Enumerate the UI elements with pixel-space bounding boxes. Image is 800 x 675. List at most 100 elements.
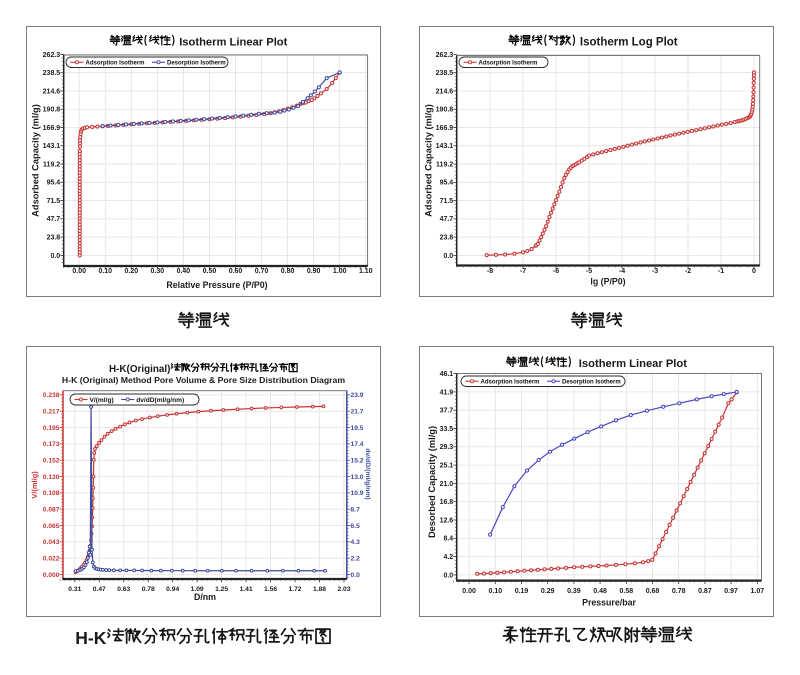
svg-text:0.022: 0.022 xyxy=(43,555,60,562)
svg-text:-5: -5 xyxy=(586,268,592,275)
svg-text:47.7: 47.7 xyxy=(440,216,454,223)
svg-text:dv/dD/(ml/g/nm): dv/dD/(ml/g/nm) xyxy=(364,448,371,499)
svg-text:0.90: 0.90 xyxy=(307,268,321,275)
svg-text:8.4: 8.4 xyxy=(443,536,453,543)
svg-text:214.6: 214.6 xyxy=(43,88,61,95)
svg-text:2.03: 2.03 xyxy=(337,586,350,593)
svg-text:-6: -6 xyxy=(553,268,559,275)
svg-text:4.2: 4.2 xyxy=(443,554,453,561)
svg-text:0.31: 0.31 xyxy=(68,586,81,593)
svg-text:1.41: 1.41 xyxy=(240,586,253,593)
svg-text:0.00: 0.00 xyxy=(462,588,476,595)
svg-text:0.195: 0.195 xyxy=(43,425,60,432)
svg-text:33.5: 33.5 xyxy=(440,426,454,433)
svg-text:12.6: 12.6 xyxy=(440,517,454,524)
svg-text:0.78: 0.78 xyxy=(672,588,686,595)
svg-text:95.4: 95.4 xyxy=(47,180,61,187)
svg-text:0.20: 0.20 xyxy=(124,268,138,275)
svg-text:29.3: 29.3 xyxy=(440,444,454,451)
svg-text:0.70: 0.70 xyxy=(255,268,269,275)
svg-text:V/(ml/g): V/(ml/g) xyxy=(90,397,114,404)
svg-text:Relative Pressure (P/P0): Relative Pressure (P/P0) xyxy=(166,280,267,290)
svg-text:214.6: 214.6 xyxy=(436,88,454,95)
svg-text:41.9: 41.9 xyxy=(440,389,454,396)
svg-text:Pressure/bar: Pressure/bar xyxy=(582,598,636,608)
svg-text:119.2: 119.2 xyxy=(43,161,60,168)
svg-text:0.48: 0.48 xyxy=(593,588,607,595)
svg-text:-3: -3 xyxy=(652,268,658,275)
svg-text:Adsorption Isotherm: Adsorption Isotherm xyxy=(86,60,145,66)
svg-text:21.0: 21.0 xyxy=(440,481,454,488)
svg-text:0.94: 0.94 xyxy=(166,586,179,593)
svg-text:H-K (Original) Method Pore Vol: H-K (Original) Method Pore Volume & Pore… xyxy=(62,375,345,385)
svg-text:15.2: 15.2 xyxy=(351,457,364,464)
svg-text:0.0: 0.0 xyxy=(443,572,453,579)
svg-text:23.8: 23.8 xyxy=(440,235,454,242)
svg-text:Isotherm Linear Plot: Isotherm Linear Plot xyxy=(573,358,688,370)
svg-text:Desorption Isotherm: Desorption Isotherm xyxy=(167,60,226,66)
svg-text:0.97: 0.97 xyxy=(724,588,738,595)
svg-text:0.78: 0.78 xyxy=(142,586,155,593)
svg-text:0.29: 0.29 xyxy=(541,588,555,595)
svg-text:H-K(Original): H-K(Original) xyxy=(109,364,170,375)
svg-text:19.5: 19.5 xyxy=(351,425,364,432)
svg-text:0.60: 0.60 xyxy=(229,268,243,275)
svg-text:21.7: 21.7 xyxy=(351,408,364,415)
svg-text:1.07: 1.07 xyxy=(750,588,764,595)
svg-text:25.1: 25.1 xyxy=(440,462,454,469)
svg-text:0.50: 0.50 xyxy=(203,268,217,275)
svg-text:16.8: 16.8 xyxy=(440,499,454,506)
svg-text:46.1: 46.1 xyxy=(440,371,454,378)
svg-text:lg (P/P0): lg (P/P0) xyxy=(590,277,625,287)
svg-text:0.40: 0.40 xyxy=(177,268,191,275)
svg-text:0.47: 0.47 xyxy=(93,586,106,593)
svg-text:Desorption Isotherm: Desorption Isotherm xyxy=(562,379,621,385)
svg-text:4.3: 4.3 xyxy=(351,539,361,546)
svg-text:0.000: 0.000 xyxy=(43,572,60,579)
svg-text:8.7: 8.7 xyxy=(351,506,361,513)
svg-text:0.39: 0.39 xyxy=(567,588,581,595)
svg-text:0.0: 0.0 xyxy=(351,572,361,579)
svg-text:143.1: 143.1 xyxy=(43,143,61,150)
svg-text:0.19: 0.19 xyxy=(515,588,529,595)
svg-text:0.58: 0.58 xyxy=(619,588,633,595)
svg-text:1.88: 1.88 xyxy=(313,586,326,593)
svg-text:V/(ml/g): V/(ml/g) xyxy=(30,471,39,499)
svg-text:17.4: 17.4 xyxy=(351,441,364,448)
svg-text:0.108: 0.108 xyxy=(43,490,60,497)
svg-text:0.80: 0.80 xyxy=(281,268,295,275)
svg-text:0.043: 0.043 xyxy=(43,539,60,546)
svg-text:1.72: 1.72 xyxy=(289,586,302,593)
svg-text:dv/dD(ml/g/nm): dv/dD(ml/g/nm) xyxy=(136,397,184,404)
svg-text:0.065: 0.065 xyxy=(43,523,60,530)
svg-text:0.087: 0.087 xyxy=(43,506,60,513)
svg-text:190.8: 190.8 xyxy=(43,107,61,114)
svg-text:71.5: 71.5 xyxy=(47,198,61,205)
svg-text:262.3: 262.3 xyxy=(436,52,454,59)
svg-text:-1: -1 xyxy=(718,268,724,275)
svg-text:0.173: 0.173 xyxy=(43,441,60,448)
svg-text:-8: -8 xyxy=(487,268,493,275)
svg-text:H-K: H-K xyxy=(75,628,106,648)
svg-text:47.7: 47.7 xyxy=(47,216,61,223)
svg-text:262.3: 262.3 xyxy=(43,52,61,59)
svg-text:0: 0 xyxy=(752,268,756,275)
svg-text:1.10: 1.10 xyxy=(359,268,373,275)
svg-text:1.09: 1.09 xyxy=(191,586,204,593)
svg-text:Adsorption Isotherm: Adsorption Isotherm xyxy=(479,60,538,66)
svg-text:166.9: 166.9 xyxy=(436,125,454,132)
svg-text:-2: -2 xyxy=(685,268,691,275)
svg-text:0.0: 0.0 xyxy=(443,253,453,260)
svg-text:166.9: 166.9 xyxy=(43,125,61,132)
svg-text:13.0: 13.0 xyxy=(351,474,364,481)
svg-text:6.5: 6.5 xyxy=(351,523,361,530)
svg-text:Isotherm Log Plot: Isotherm Log Plot xyxy=(577,37,678,49)
svg-text:238.5: 238.5 xyxy=(436,70,454,77)
svg-text:95.4: 95.4 xyxy=(440,180,454,187)
svg-text:0.217: 0.217 xyxy=(43,408,60,415)
svg-text:0.10: 0.10 xyxy=(488,588,502,595)
svg-text:23.8: 23.8 xyxy=(47,235,61,242)
svg-text:143.1: 143.1 xyxy=(436,143,454,150)
svg-text:0.152: 0.152 xyxy=(43,457,60,464)
svg-text:D/nm: D/nm xyxy=(194,592,216,602)
